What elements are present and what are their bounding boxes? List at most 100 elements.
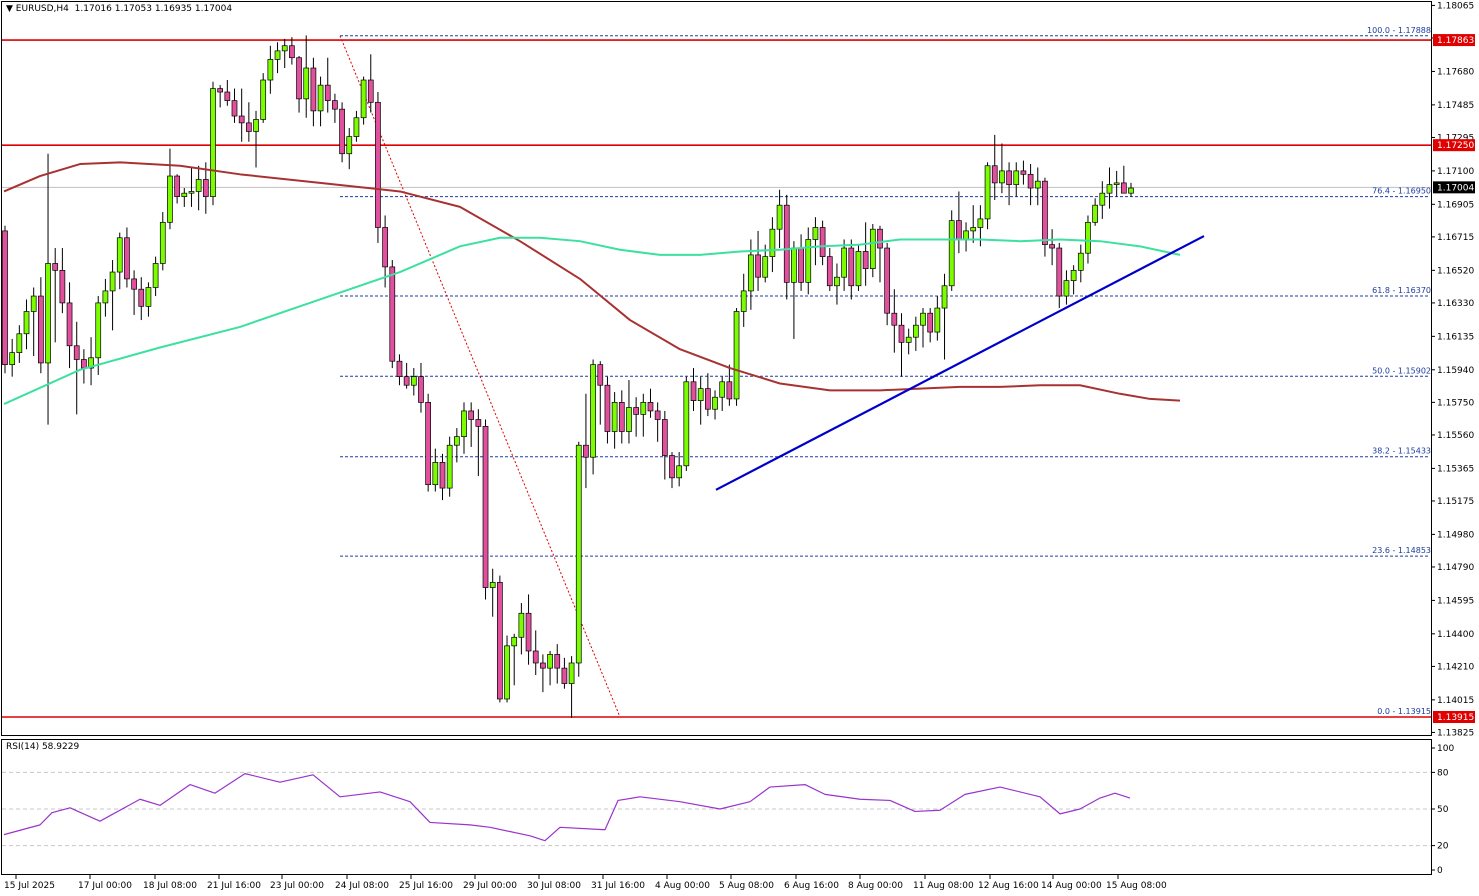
- bearish-candle: [389, 266, 396, 362]
- time-tick-label: 17 Jul 00:00: [78, 881, 132, 891]
- bearish-candle: [661, 419, 668, 456]
- price-tick-label: 1.16715: [1437, 233, 1474, 243]
- bullish-candle: [963, 230, 969, 240]
- bullish-candle: [432, 462, 439, 486]
- bullish-candle: [360, 79, 367, 119]
- bullish-candle: [1013, 170, 1020, 185]
- rsi-tick-label: 20: [1437, 842, 1449, 852]
- bullish-candle: [934, 307, 941, 333]
- bearish-candle: [669, 455, 675, 479]
- bearish-candle: [956, 220, 962, 240]
- fib-level-label: 38.2 - 1.15433: [1372, 447, 1431, 456]
- price-axis: 1.180651.178751.176801.174851.172951.171…: [1431, 1, 1475, 738]
- bullish-candle: [547, 654, 553, 669]
- bullish-candle: [274, 50, 281, 60]
- ma-slow-line: [3, 161, 1181, 402]
- time-axis: 15 Jul 2025 17 Jul 00:00 18 Jul 08:00 21 Ju…: [4, 875, 1167, 891]
- bearish-candle: [532, 650, 539, 664]
- price-tick-label: 1.14015: [1437, 696, 1474, 706]
- bullish-candle: [489, 582, 496, 588]
- bearish-candle: [202, 179, 209, 197]
- bullish-candle: [410, 376, 417, 386]
- bullish-candle: [697, 388, 704, 401]
- rsi-panel-frame: [1, 739, 1432, 875]
- bullish-candle: [23, 311, 30, 335]
- ohlc-values: 1.17016 1.17053 1.16935 1.17004: [74, 4, 233, 14]
- time-tick-label: 8 Aug 00:00: [848, 881, 903, 891]
- bullish-candle: [1077, 252, 1084, 271]
- time-tick-label: 25 Jul 16:00: [399, 881, 453, 891]
- bearish-candle: [1049, 244, 1055, 249]
- bearish-candle: [73, 345, 80, 360]
- bearish-candle: [690, 381, 697, 401]
- bullish-candle: [1070, 269, 1077, 281]
- bullish-candle: [855, 251, 862, 287]
- bearish-candle: [554, 654, 561, 669]
- bullish-candle: [9, 352, 16, 365]
- bearish-candle: [1042, 180, 1048, 245]
- fib-level-label: 61.8 - 1.16370: [1372, 286, 1431, 295]
- bearish-candle: [396, 360, 403, 377]
- level-price-label: 1.17863: [1437, 36, 1474, 46]
- price-tick-label: 1.15750: [1437, 398, 1474, 408]
- time-tick-label: 11 Aug 08:00: [913, 881, 974, 891]
- bullish-candle: [948, 220, 955, 287]
- bullish-candle: [970, 227, 977, 232]
- bullish-candle: [504, 645, 510, 700]
- bullish-candle: [776, 204, 783, 230]
- symbol-label: EURUSD,H4: [15, 4, 69, 14]
- bearish-candle: [375, 101, 381, 228]
- bearish-candle: [439, 462, 446, 489]
- bullish-candle: [805, 239, 812, 283]
- bullish-candle: [834, 276, 840, 287]
- bullish-candle: [88, 357, 94, 369]
- bullish-candle: [453, 436, 460, 446]
- bearish-candle: [403, 376, 410, 386]
- time-tick-label: 21 Jul 16:00: [207, 881, 261, 891]
- price-tick-label: 1.14980: [1437, 530, 1474, 540]
- bullish-candle: [353, 117, 360, 137]
- bullish-candle: [1113, 182, 1120, 185]
- bullish-candle: [461, 410, 467, 438]
- bearish-candle: [647, 402, 654, 412]
- legend-arrow-icon: ▼: [6, 4, 13, 14]
- price-tick-label: 1.14210: [1437, 662, 1474, 672]
- bearish-candle: [561, 667, 568, 684]
- bearish-candle: [138, 288, 145, 307]
- bearish-candle: [898, 324, 905, 343]
- bullish-candle: [748, 254, 754, 292]
- bearish-candle: [310, 67, 317, 112]
- level-price-box: [1433, 34, 1475, 47]
- bullish-candle: [145, 287, 152, 307]
- bearish-candle: [583, 444, 589, 458]
- rsi-legend: RSI(14) 58.9229: [6, 742, 80, 752]
- bearish-candle: [1120, 182, 1127, 194]
- bullish-candle: [977, 218, 984, 228]
- price-tick-label: 1.14400: [1437, 630, 1474, 640]
- bullish-candle: [181, 192, 188, 197]
- price-tick-label: 1.17485: [1437, 101, 1474, 111]
- bullish-candle: [676, 465, 683, 479]
- time-tick-label: 18 Jul 08:00: [143, 881, 197, 891]
- current-price-box: [1433, 181, 1475, 194]
- bullish-candle: [210, 88, 216, 197]
- bearish-candle: [324, 84, 331, 101]
- bearish-candle: [1056, 247, 1063, 297]
- rsi-tick-label: 100: [1437, 744, 1454, 754]
- bullish-candle: [683, 381, 690, 467]
- bullish-candle: [1085, 221, 1091, 254]
- level-price-label: 1.17250: [1437, 141, 1474, 151]
- price-tick-label: 1.17680: [1437, 67, 1474, 77]
- fib-level-label: 100.0 - 1.17888: [1367, 26, 1431, 35]
- rsi-panel: 100 80 50 20 0: [2, 744, 1454, 876]
- bearish-candle: [862, 251, 869, 269]
- bearish-candle: [238, 115, 245, 124]
- bullish-candle: [1106, 184, 1113, 194]
- main-chart-frame: [1, 1, 1432, 736]
- price-tick-label: 1.15560: [1437, 431, 1474, 441]
- bullish-candle: [575, 444, 582, 664]
- bullish-candle: [109, 271, 116, 292]
- bullish-candle: [1099, 192, 1106, 206]
- bullish-candle: [640, 402, 647, 415]
- time-tick-label: 29 Jul 00:00: [463, 881, 517, 891]
